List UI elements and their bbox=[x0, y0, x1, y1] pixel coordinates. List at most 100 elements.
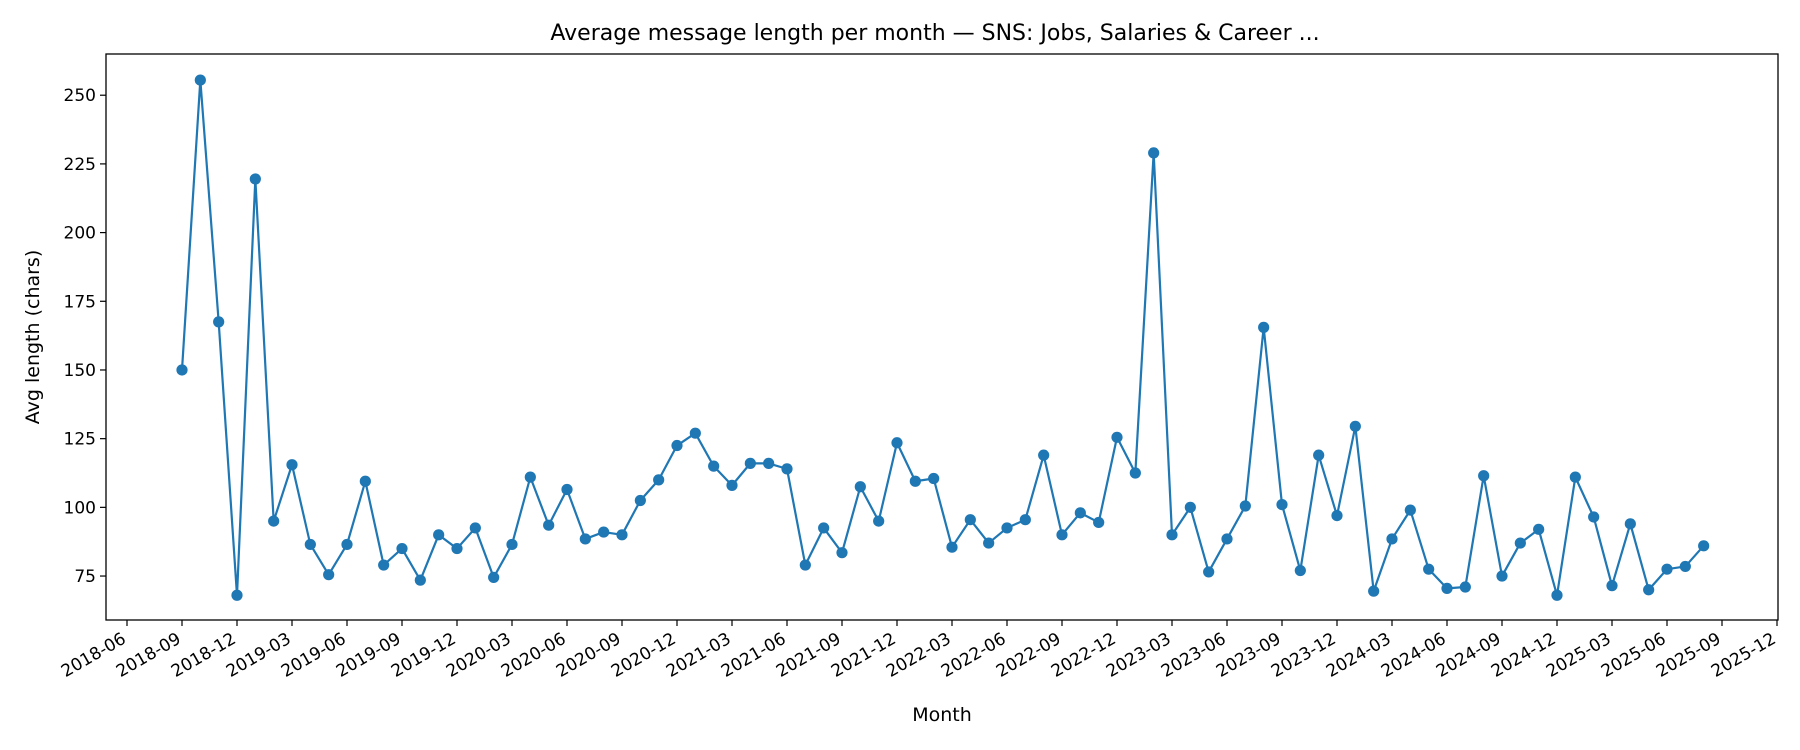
data-point bbox=[1294, 564, 1306, 577]
data-point bbox=[488, 571, 500, 584]
data-point bbox=[1459, 581, 1471, 593]
data-point bbox=[286, 459, 298, 471]
data-point bbox=[598, 526, 610, 538]
y-tick-label: 200 bbox=[64, 224, 96, 244]
data-point bbox=[781, 463, 793, 475]
data-point bbox=[1313, 449, 1325, 461]
data-point bbox=[1331, 509, 1343, 522]
data-point bbox=[323, 569, 335, 581]
data-point bbox=[1093, 516, 1105, 529]
data-point bbox=[1606, 580, 1618, 592]
data-point bbox=[341, 538, 353, 551]
data-point bbox=[799, 559, 811, 571]
data-point bbox=[396, 542, 408, 555]
y-tick-label: 100 bbox=[64, 498, 96, 518]
data-point bbox=[964, 514, 976, 526]
data-point bbox=[524, 471, 536, 483]
y-tick-label: 225 bbox=[64, 155, 96, 175]
data-point bbox=[1221, 533, 1233, 545]
data-point bbox=[909, 475, 921, 487]
y-axis-label: Avg length (chars) bbox=[22, 250, 44, 425]
data-point bbox=[1184, 501, 1196, 513]
data-point bbox=[1423, 563, 1435, 575]
data-point bbox=[1679, 560, 1691, 573]
data-point bbox=[1166, 529, 1178, 541]
data-point bbox=[1404, 504, 1416, 516]
data-point bbox=[689, 427, 701, 439]
data-point bbox=[1258, 321, 1270, 333]
data-point bbox=[1276, 499, 1288, 511]
series-layer bbox=[176, 74, 1710, 601]
chart-title: Average message length per month — SNS: … bbox=[550, 21, 1319, 46]
data-point bbox=[1478, 470, 1490, 482]
data-point bbox=[451, 542, 463, 555]
data-point bbox=[1496, 570, 1508, 582]
x-axis-label: Month bbox=[912, 704, 972, 726]
data-point bbox=[1441, 582, 1453, 595]
data-point bbox=[1148, 147, 1160, 159]
data-point bbox=[579, 533, 591, 545]
data-point bbox=[1588, 511, 1600, 523]
data-point bbox=[1001, 522, 1013, 534]
data-point bbox=[1698, 540, 1710, 552]
data-point bbox=[763, 457, 775, 469]
data-point bbox=[304, 538, 316, 551]
data-point bbox=[1019, 514, 1031, 526]
series-line bbox=[180, 78, 1705, 597]
data-point bbox=[194, 74, 206, 86]
y-tick-label: 75 bbox=[74, 567, 96, 587]
data-point bbox=[891, 437, 903, 449]
data-point bbox=[836, 547, 848, 559]
data-point bbox=[634, 494, 646, 507]
y-axis: 75 100 125 150 175 200 225 250 bbox=[64, 86, 106, 587]
data-point bbox=[983, 537, 995, 549]
data-point bbox=[1514, 537, 1526, 549]
data-point bbox=[433, 529, 445, 541]
data-point bbox=[213, 316, 225, 328]
data-point bbox=[854, 481, 866, 493]
plot-frame bbox=[105, 53, 1779, 621]
data-point bbox=[506, 538, 518, 551]
data-point bbox=[378, 559, 390, 571]
data-point bbox=[1239, 500, 1251, 512]
data-point bbox=[1661, 563, 1673, 575]
data-point bbox=[1056, 529, 1068, 541]
data-point bbox=[818, 522, 830, 534]
data-point bbox=[873, 515, 885, 527]
data-point bbox=[469, 522, 481, 534]
data-point bbox=[1368, 585, 1380, 597]
data-point bbox=[176, 364, 188, 376]
data-point bbox=[231, 589, 243, 601]
data-point bbox=[359, 475, 371, 487]
data-point bbox=[543, 519, 555, 531]
data-point bbox=[1038, 449, 1050, 461]
data-point bbox=[671, 439, 683, 452]
data-point bbox=[1074, 507, 1086, 519]
x-axis: 2018-062018-092018-122019-032019-062019-… bbox=[58, 620, 1780, 682]
data-point bbox=[726, 479, 738, 491]
data-point bbox=[1349, 420, 1361, 432]
data-point bbox=[1624, 518, 1636, 530]
data-point bbox=[414, 574, 426, 586]
data-point bbox=[1551, 589, 1563, 601]
data-point bbox=[744, 457, 756, 469]
data-point bbox=[946, 541, 958, 553]
data-point bbox=[708, 460, 720, 472]
y-tick-label: 125 bbox=[64, 430, 96, 450]
data-point bbox=[1111, 431, 1123, 443]
data-point bbox=[1386, 533, 1398, 545]
data-point bbox=[1129, 467, 1141, 479]
data-point bbox=[1643, 584, 1655, 596]
y-tick-label: 250 bbox=[64, 86, 96, 106]
data-point bbox=[268, 515, 280, 527]
data-point bbox=[1569, 471, 1581, 483]
data-point bbox=[928, 472, 940, 485]
data-point bbox=[616, 529, 628, 541]
y-tick-label: 175 bbox=[64, 292, 96, 312]
data-point bbox=[653, 474, 665, 486]
data-point bbox=[1203, 566, 1215, 578]
data-point bbox=[1533, 523, 1545, 535]
data-point bbox=[249, 173, 261, 185]
data-point bbox=[561, 483, 573, 496]
